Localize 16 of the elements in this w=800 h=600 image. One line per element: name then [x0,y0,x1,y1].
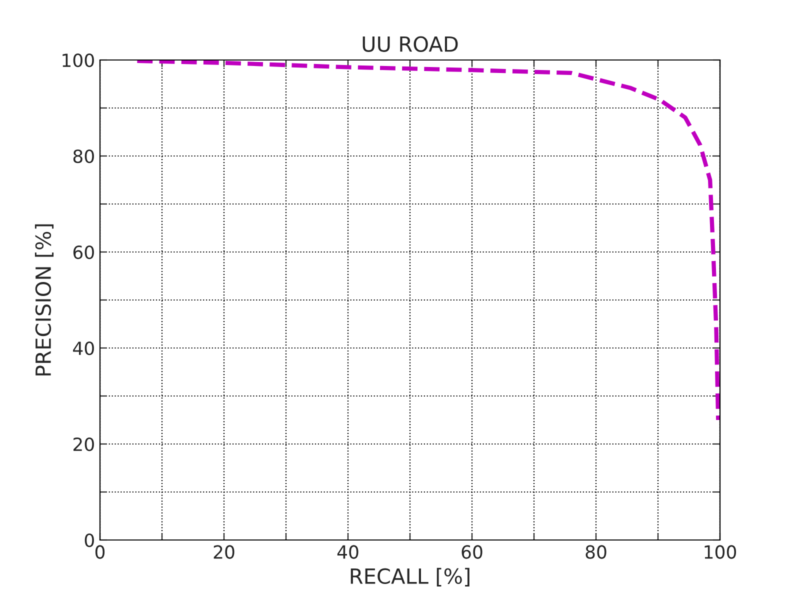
y-tick-label: 60 [73,245,94,260]
y-tick-label: 20 [73,437,94,452]
x-tick-label: 60 [462,545,482,559]
y-tick-label: 0 [84,533,94,548]
y-tick-label: 80 [73,149,94,164]
chart-title: UU ROAD [362,36,458,52]
x-tick-label: 100 [704,545,736,559]
x-axis-title: RECALL [%] [350,568,470,586]
line-series [135,60,720,422]
y-tick-label: 40 [73,341,94,356]
x-tick-label: 40 [337,545,358,559]
x-tick-label: 20 [214,545,234,559]
x-tick-label: 80 [586,545,606,559]
x-tick-label: 0 [95,545,105,559]
y-axis-title: PRECISION [%] [34,224,54,376]
y-tick-label: 100 [62,53,94,68]
